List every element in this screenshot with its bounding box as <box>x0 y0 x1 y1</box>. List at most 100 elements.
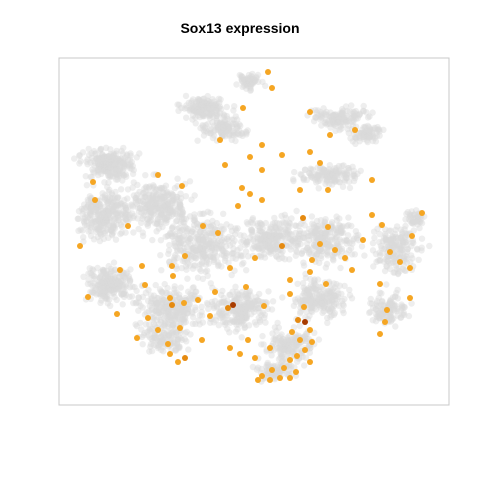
background-cell-point <box>75 215 82 222</box>
background-cell-point <box>190 107 197 114</box>
background-cell-point <box>102 215 109 222</box>
background-cell-point <box>152 220 159 227</box>
background-cell-point <box>188 196 195 203</box>
background-cell-point <box>144 215 152 223</box>
background-cell-point <box>132 194 139 202</box>
background-cell-point <box>109 173 117 180</box>
background-cell-point <box>389 301 396 308</box>
background-cell-point <box>349 237 357 244</box>
background-cell-point <box>125 207 132 214</box>
background-cell-point <box>202 121 209 129</box>
background-cell-point <box>279 294 286 301</box>
background-cell-point <box>97 147 104 154</box>
background-cell-point <box>286 223 293 231</box>
background-cell-point <box>344 164 352 172</box>
background-cell-point <box>152 192 160 199</box>
background-cell-point <box>196 251 203 258</box>
background-cell-point <box>139 293 147 301</box>
expressed-cell-point <box>279 243 285 249</box>
background-cell-point <box>326 243 334 250</box>
expressed-cell-point <box>90 179 96 185</box>
background-cell-point <box>115 156 122 163</box>
background-cell-point <box>244 253 252 260</box>
background-cell-point <box>306 250 313 257</box>
background-cell-point <box>168 197 176 204</box>
background-cell-point <box>195 98 202 105</box>
background-cell-point <box>169 210 177 218</box>
background-cell-point <box>191 192 198 199</box>
background-cell-point <box>282 235 289 243</box>
background-cell-point <box>174 254 181 261</box>
background-cell-point <box>94 264 101 272</box>
background-cell-point <box>322 216 329 223</box>
background-cell-point <box>124 152 131 159</box>
background-cell-point <box>182 193 190 200</box>
background-cell-point <box>105 173 112 180</box>
background-cell-point <box>193 220 200 227</box>
background-cell-point <box>205 233 212 240</box>
background-cell-point <box>198 109 205 117</box>
background-cell-point <box>198 261 205 268</box>
background-cell-point <box>172 243 180 251</box>
background-cell-point <box>219 237 226 244</box>
background-cell-point <box>256 224 263 231</box>
background-cell-point <box>154 186 161 193</box>
background-cell-point <box>312 176 319 183</box>
background-cell-point <box>222 116 229 124</box>
background-cell-point <box>380 245 388 252</box>
background-cell-point <box>360 123 367 131</box>
background-cell-point <box>136 197 144 205</box>
background-cell-point <box>229 131 236 139</box>
background-cell-point <box>243 80 251 88</box>
background-cell-point <box>377 242 385 250</box>
background-cell-point <box>343 240 350 247</box>
background-cell-point <box>275 255 283 263</box>
background-cell-point <box>214 112 221 119</box>
background-cell-point <box>323 178 330 185</box>
background-cell-point <box>114 173 121 181</box>
background-cell-point <box>210 319 217 326</box>
background-cell-point <box>378 250 385 257</box>
background-cell-point <box>107 198 114 205</box>
background-cell-point <box>271 238 278 245</box>
background-cell-point <box>344 232 352 239</box>
background-cell-point <box>270 228 277 235</box>
background-cell-point <box>101 165 108 173</box>
background-cell-point <box>392 239 400 247</box>
background-cell-point <box>392 253 400 260</box>
background-cell-point <box>183 236 190 243</box>
background-cell-point <box>95 209 103 216</box>
background-cell-point <box>102 229 109 237</box>
background-cell-point <box>200 95 208 102</box>
expressed-cell-point <box>397 259 403 265</box>
background-cell-point <box>196 246 203 253</box>
background-cell-point <box>334 119 342 126</box>
expressed-cell-point <box>327 132 333 138</box>
background-cell-point <box>194 223 202 231</box>
background-cell-point <box>300 234 308 242</box>
background-cell-point <box>150 211 157 218</box>
background-cell-point <box>117 186 125 193</box>
background-cell-point <box>326 166 333 173</box>
background-cell-point <box>108 156 115 163</box>
background-cell-point <box>262 82 269 90</box>
background-cell-point <box>155 208 162 216</box>
background-cell-point <box>329 116 336 124</box>
background-cell-point <box>88 219 95 227</box>
background-cell-point <box>126 163 133 170</box>
expressed-cell-point <box>179 183 185 189</box>
background-cell-point <box>219 131 226 139</box>
background-cell-point <box>82 173 90 180</box>
background-cell-point <box>166 207 174 214</box>
background-cell-point <box>204 105 211 112</box>
background-cell-point <box>147 211 155 219</box>
background-cell-point <box>174 246 181 253</box>
background-cell-point <box>149 192 156 200</box>
background-cell-point <box>388 236 395 243</box>
expressed-cell-point <box>317 160 323 166</box>
background-cell-point <box>203 242 211 249</box>
background-cell-point <box>334 176 341 183</box>
background-cell-point <box>297 230 305 237</box>
background-cell-point <box>228 136 235 144</box>
background-cell-point <box>323 234 330 242</box>
